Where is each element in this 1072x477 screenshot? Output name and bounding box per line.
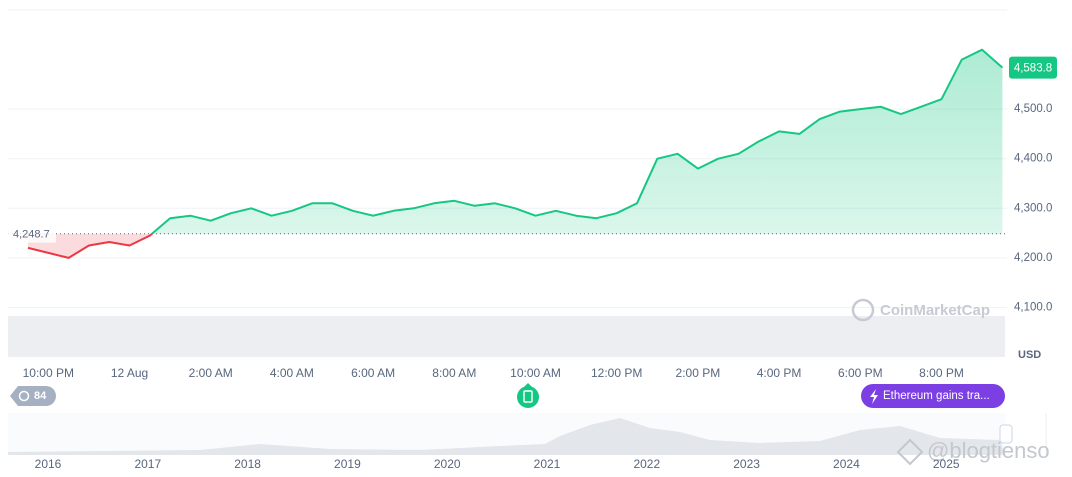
x-tick-label: 10:00 AM xyxy=(510,366,561,380)
navigator-year: 2016 xyxy=(35,457,62,471)
site-logo xyxy=(896,438,924,466)
history-badge[interactable]: 84 xyxy=(10,386,56,406)
x-tick-label: 8:00 PM xyxy=(919,366,964,380)
navigator xyxy=(8,413,1013,455)
navigator-year: 2021 xyxy=(534,457,561,471)
y-tick-label: 4,500.0 xyxy=(1014,103,1052,115)
navigator-year: 2019 xyxy=(334,457,361,471)
x-tick-label: 12 Aug xyxy=(111,366,148,380)
doc-circle xyxy=(517,386,539,408)
brand-text: CoinMarketCap xyxy=(880,302,990,319)
brand-logo xyxy=(851,298,875,322)
news-icon xyxy=(870,389,878,404)
navigator-year: 2023 xyxy=(733,457,760,471)
y-axis-label: USD xyxy=(1018,349,1041,361)
navigator-area xyxy=(8,418,1005,455)
site-text: @blogtienso xyxy=(927,438,1050,463)
y-tick-label: 4,400.0 xyxy=(1014,153,1052,165)
navigator-year: 2024 xyxy=(833,457,860,471)
x-tick-label: 12:00 PM xyxy=(591,366,642,380)
y-tick-label: 4,300.0 xyxy=(1014,202,1052,214)
news-badge[interactable]: Ethereum gains tra... xyxy=(861,384,1005,408)
navigator-year: 2017 xyxy=(134,457,161,471)
news-text: Ethereum gains tra... xyxy=(883,390,990,402)
x-tick-label: 4:00 AM xyxy=(270,366,314,380)
x-tick-label: 6:00 AM xyxy=(351,366,395,380)
history-icon xyxy=(18,390,30,402)
y-tick-label: 4,200.0 xyxy=(1014,252,1052,264)
x-tick-label: 4:00 PM xyxy=(757,366,802,380)
price-tag-label: 4,583.8 xyxy=(1014,63,1052,75)
x-tick-label: 10:00 PM xyxy=(23,366,74,380)
price-line xyxy=(150,48,1004,234)
price-area xyxy=(151,49,1003,234)
site-watermark: @blogtienso xyxy=(896,438,1050,466)
reference-label: 4,248.7 xyxy=(13,229,50,241)
price-tag xyxy=(1009,56,1057,79)
brand-watermark: CoinMarketCap xyxy=(851,298,990,322)
navigator-year: 2020 xyxy=(434,457,461,471)
navigator-handle[interactable] xyxy=(999,424,1013,444)
x-tick-label: 2:00 AM xyxy=(189,366,233,380)
news-doc-badge[interactable] xyxy=(517,383,539,408)
news-pill xyxy=(861,384,1005,408)
history-pill xyxy=(10,386,56,406)
y-tick-label: 4,100.0 xyxy=(1014,301,1052,313)
price-area-down xyxy=(28,233,1003,258)
navigator-year: 2018 xyxy=(234,457,261,471)
reference-label-bg xyxy=(8,224,56,243)
navigator-year: 2025 xyxy=(933,457,960,471)
x-tick-label: 2:00 PM xyxy=(676,366,721,380)
history-count: 84 xyxy=(34,390,47,402)
volume-band xyxy=(8,316,1005,357)
x-tick-label: 8:00 AM xyxy=(432,366,476,380)
doc-icon xyxy=(523,390,533,403)
x-tick-label: 6:00 PM xyxy=(838,366,883,380)
navigator-year: 2022 xyxy=(633,457,660,471)
